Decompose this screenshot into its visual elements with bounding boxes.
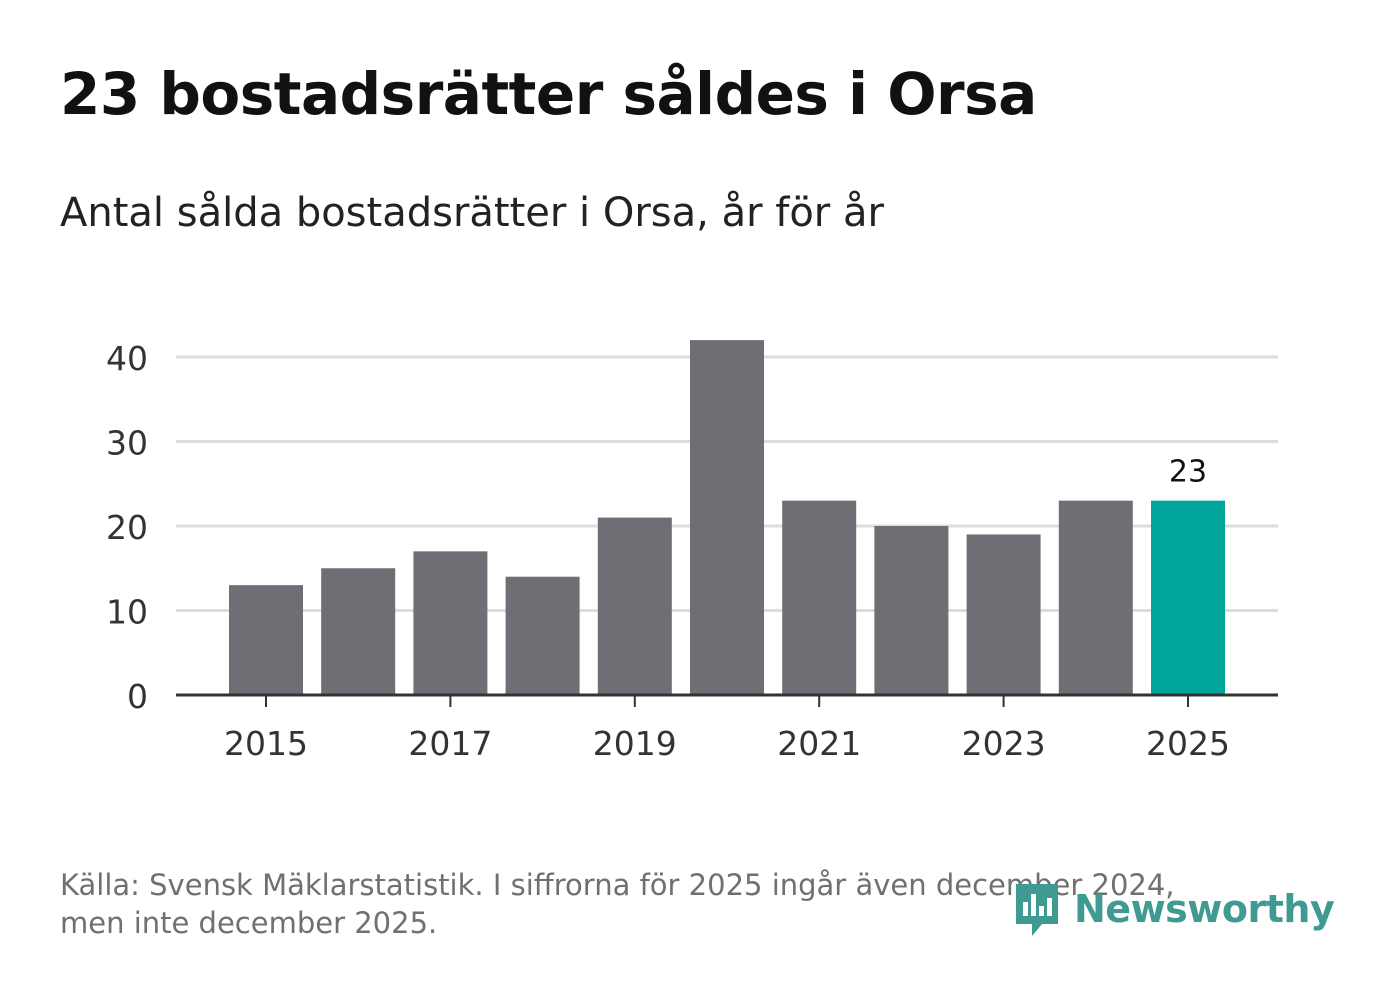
x-tick-label: 2019 [593, 724, 677, 763]
bar-2021 [782, 500, 857, 695]
bar-2018 [505, 576, 580, 695]
bar-2022 [874, 526, 949, 695]
bar-2019 [597, 517, 672, 695]
x-axis-labels: 2015 2017 2019 2021 2023 2025 [224, 724, 1230, 763]
source-line-2: men inte december 2025. [60, 906, 438, 940]
x-axis [176, 693, 1278, 707]
source-line-1: Källa: Svensk Mäklarstatistik. I siffror… [60, 868, 1175, 902]
y-tick-label: 30 [106, 424, 148, 463]
bar-2016 [321, 568, 396, 695]
source-note: Källa: Svensk Mäklarstatistik. I siffror… [60, 866, 1290, 942]
newsworthy-logo-icon [1016, 884, 1058, 936]
y-axis-labels: 0 10 20 30 40 [106, 339, 148, 716]
logo-text: Newsworthy [1074, 887, 1335, 931]
y-tick-label: 10 [106, 593, 148, 632]
bar-2017 [413, 551, 488, 695]
bar-2020 [690, 340, 764, 695]
y-tick-label: 40 [106, 339, 148, 378]
bar-2024 [1058, 500, 1133, 695]
y-tick-label: 0 [127, 677, 148, 716]
x-tick-label: 2017 [408, 724, 492, 763]
bars [229, 340, 1225, 695]
bar-2025 [1151, 500, 1225, 695]
y-tick-label: 20 [106, 508, 148, 547]
chart-subtitle: Antal sålda bostadsrätter i Orsa, år för… [60, 190, 884, 236]
bar-2023 [966, 534, 1041, 695]
bar-2015 [229, 585, 303, 695]
x-tick-label: 2025 [1146, 724, 1230, 763]
chart-title: 23 bostadsrätter såldes i Orsa [60, 60, 1037, 128]
data-label: 23 [1169, 455, 1207, 490]
x-tick-label: 2015 [224, 724, 308, 763]
x-tick-label: 2023 [962, 724, 1046, 763]
data-labels: 23 [1169, 455, 1207, 490]
x-tick-label: 2021 [777, 724, 861, 763]
newsworthy-logo[interactable]: Newsworthy [1012, 878, 1335, 940]
